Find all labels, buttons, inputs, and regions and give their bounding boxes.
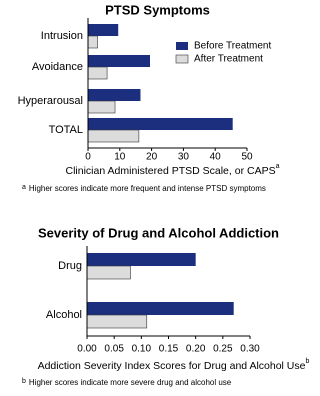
- category-label: TOTAL: [49, 124, 83, 136]
- chart-title: Severity of Drug and Alcohol Addiction: [38, 225, 279, 240]
- legend-label: After Treatment: [194, 54, 263, 65]
- x-tick-label: 10: [114, 152, 126, 163]
- x-axis-label-text: Addiction Severity Index Scores for Drug…: [38, 360, 306, 372]
- x-tick-label: 0.15: [159, 344, 179, 355]
- x-tick-label: 50: [241, 152, 253, 163]
- bar: [87, 129, 140, 143]
- category-label: Drug: [58, 260, 82, 272]
- note-mark: a: [276, 163, 280, 170]
- x-axis-label-text: Clinician Administered PTSD Scale, or CA…: [66, 165, 276, 177]
- bar: [87, 35, 98, 49]
- footnote-text: Higher scores indicate more frequent and…: [29, 184, 266, 193]
- category-label: Alcohol: [46, 309, 82, 321]
- x-tick-label: 0.10: [132, 344, 152, 355]
- x-tick-label: 0.30: [240, 344, 260, 355]
- x-axis-label: Clinician Administered PTSD Scale, or CA…: [66, 163, 280, 177]
- category-label: Hyperarousal: [18, 95, 83, 107]
- x-tick-label: 0.20: [186, 344, 206, 355]
- bar: [88, 24, 119, 36]
- x-tick-label: 0.00: [77, 344, 97, 355]
- legend-swatch: [175, 54, 189, 64]
- page: PTSD Symptoms Intrusion Avoidance Hyperarou…: [18, 2, 310, 387]
- bar: [88, 55, 151, 67]
- x-tick-label: 0.25: [213, 344, 233, 355]
- bar: [87, 253, 196, 266]
- x-tick-label: 40: [210, 152, 222, 163]
- x-tick-label: 0: [85, 152, 91, 163]
- footnote: b Higher scores indicate more severe drug…: [22, 378, 232, 387]
- note-mark: a: [22, 184, 26, 191]
- bar: [86, 314, 148, 329]
- x-tick-label: 20: [146, 152, 158, 163]
- bar: [86, 265, 131, 280]
- chart-title: PTSD Symptoms: [105, 2, 210, 17]
- category-label: Intrusion: [41, 30, 83, 42]
- legend-swatch: [176, 42, 188, 50]
- note-mark: b: [305, 358, 309, 365]
- bar: [87, 66, 108, 80]
- footnote: a Higher scores indicate more frequent an…: [22, 184, 266, 193]
- bar: [87, 302, 234, 315]
- footnote-text: Higher scores indicate more severe drug …: [29, 378, 232, 387]
- bar: [88, 89, 141, 101]
- legend-label: Before Treatment: [194, 41, 271, 52]
- note-mark: b: [22, 378, 26, 385]
- x-tick-label: 0.05: [104, 344, 124, 355]
- category-label: Avoidance: [32, 61, 83, 73]
- x-axis-label: Addiction Severity Index Scores for Drug…: [38, 358, 310, 372]
- bar: [88, 118, 233, 130]
- x-tick-label: 30: [178, 152, 190, 163]
- bar: [87, 100, 116, 114]
